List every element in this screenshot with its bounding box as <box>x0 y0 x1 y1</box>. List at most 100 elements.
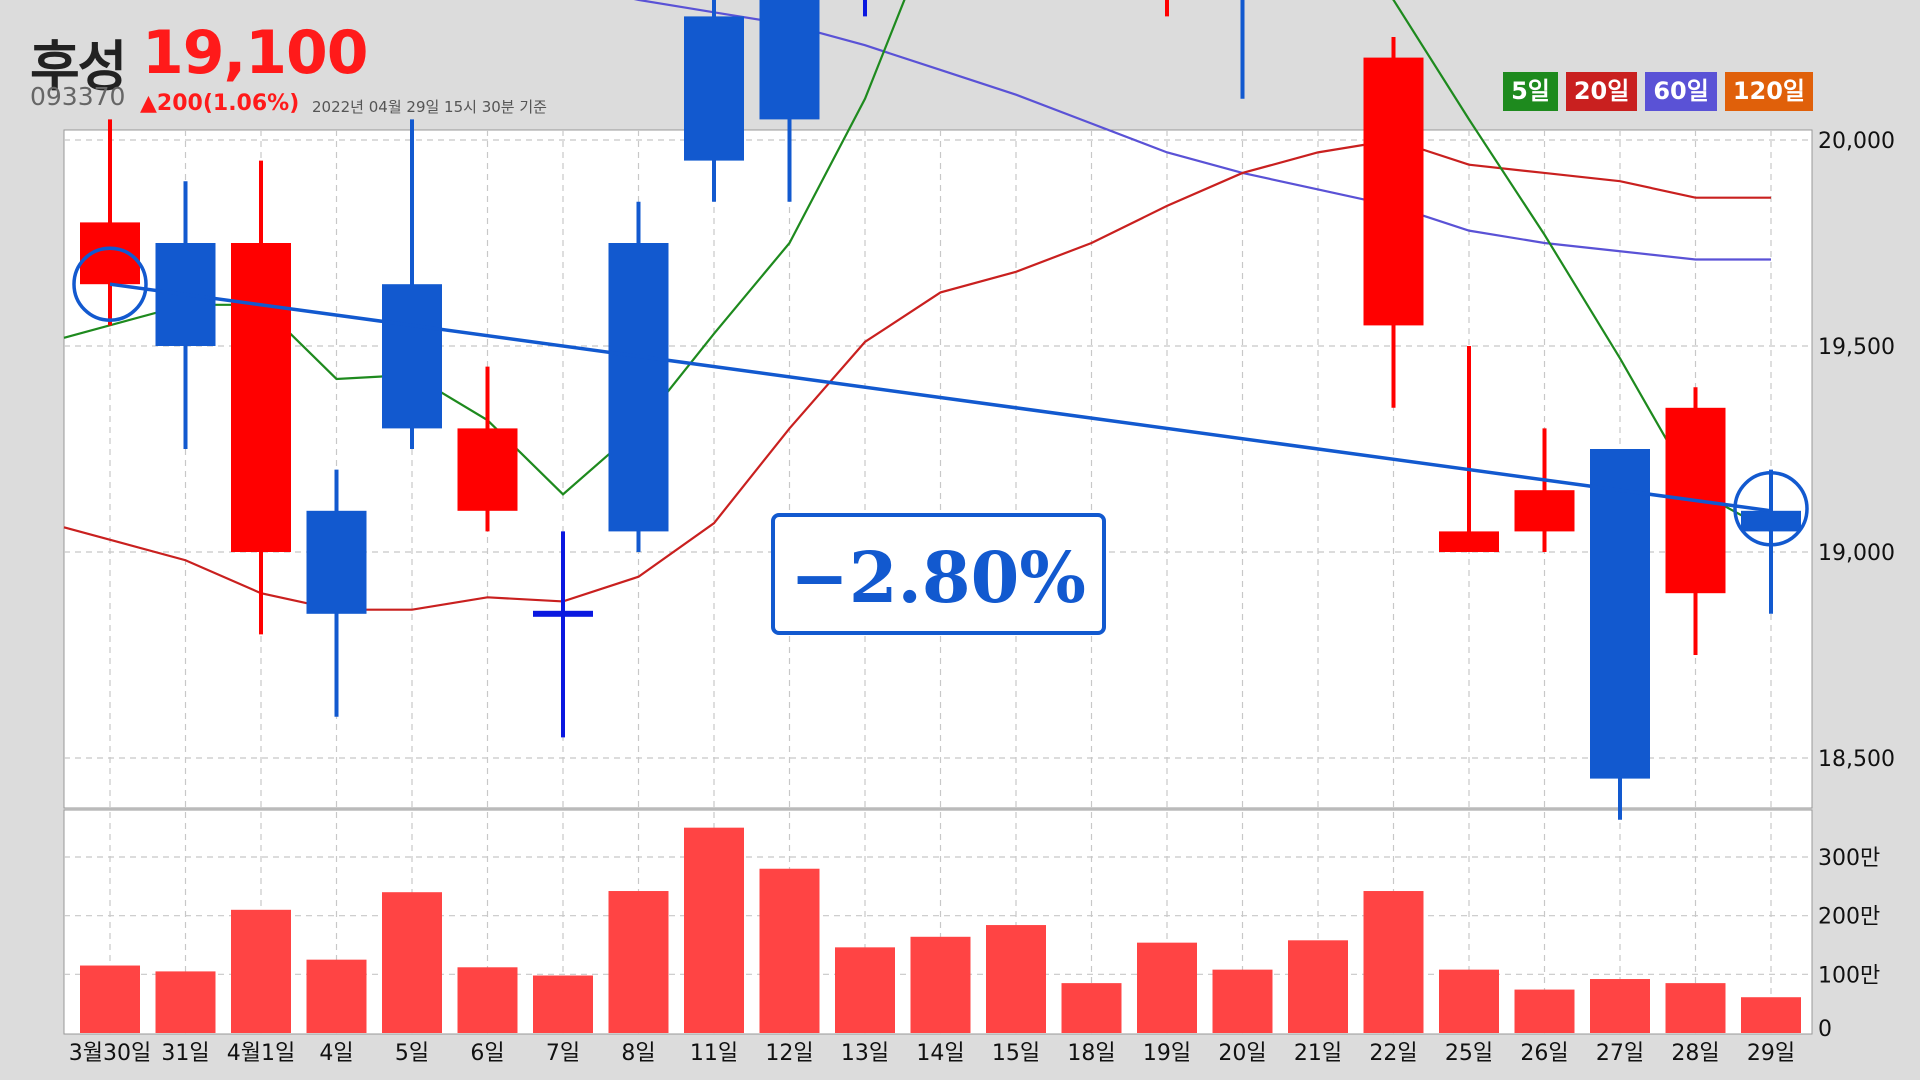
x-tick-label: 7일 <box>546 1041 580 1066</box>
volume-bar <box>910 936 971 1033</box>
candle[interactable] <box>1213 0 1273 99</box>
candle-body <box>608 243 669 532</box>
volume-bar <box>1137 942 1197 1033</box>
candle-body <box>457 428 518 511</box>
candle[interactable] <box>1363 37 1424 408</box>
x-tick-label: 31일 <box>161 1041 209 1066</box>
x-tick-label: 20일 <box>1218 1041 1266 1066</box>
volume-bar <box>608 891 669 1033</box>
candle-body <box>382 284 442 429</box>
timestamp: 2022년 04월 29일 15시 30분 기준 <box>312 98 547 116</box>
volume-bar <box>1439 969 1499 1033</box>
volume-bar <box>1363 891 1424 1033</box>
volume-bar <box>306 959 367 1033</box>
y-tick-label: 18,500 <box>1818 747 1895 772</box>
end-marker-circle <box>1733 471 1809 547</box>
volume-bar <box>231 909 291 1033</box>
candle-body <box>231 243 291 552</box>
legend-ma20[interactable]: 20일 <box>1565 72 1638 111</box>
volume-bar <box>457 967 518 1033</box>
stock-name: 후성 <box>30 35 127 98</box>
x-tick-label: 14일 <box>916 1041 964 1066</box>
candle-body <box>1741 510 1801 532</box>
price-change: ▲200(1.06%) <box>140 91 300 116</box>
start-marker-circle <box>72 246 148 322</box>
x-tick-label: 19일 <box>1143 1041 1191 1066</box>
volume-tick-label: 200만 <box>1818 905 1880 930</box>
candle[interactable] <box>759 0 820 202</box>
stock-code: 093370 <box>30 82 126 111</box>
y-tick-label: 19,500 <box>1818 335 1895 360</box>
candle[interactable] <box>1741 469 1801 614</box>
candle-body <box>306 510 367 614</box>
volume-tick-label: 0 <box>1818 1017 1832 1042</box>
candle-body <box>759 0 820 120</box>
change-annotation-box <box>771 513 1106 635</box>
candle[interactable] <box>1590 449 1650 820</box>
candle-body <box>1363 57 1424 326</box>
volume-bar <box>80 965 140 1033</box>
x-tick-label: 26일 <box>1520 1041 1568 1066</box>
y-tick-label: 19,000 <box>1818 541 1895 566</box>
candle-body <box>1590 449 1650 779</box>
ma60-line <box>633 0 1771 261</box>
x-tick-label: 8일 <box>621 1041 655 1066</box>
x-tick-label: 18일 <box>1067 1041 1115 1066</box>
trend-line <box>109 282 1772 513</box>
candle[interactable] <box>231 160 291 635</box>
x-tick-label: 3월30일 <box>69 1041 151 1066</box>
volume-tick-label: 300만 <box>1818 846 1880 871</box>
candle[interactable] <box>608 201 669 552</box>
x-tick-label: 27일 <box>1596 1041 1644 1066</box>
y-tick-label: 20,000 <box>1818 129 1895 154</box>
volume-bar <box>533 975 593 1033</box>
candle[interactable] <box>1514 428 1575 552</box>
candle[interactable] <box>533 531 593 738</box>
volume-bar <box>835 947 895 1033</box>
legend-ma5[interactable]: 5일 <box>1503 72 1558 111</box>
candle[interactable] <box>457 366 518 532</box>
candle[interactable] <box>306 469 367 717</box>
x-tick-label: 12일 <box>765 1041 813 1066</box>
x-tick-label: 29일 <box>1747 1041 1795 1066</box>
volume-bar <box>1665 983 1726 1033</box>
volume-bar <box>986 925 1046 1033</box>
x-tick-label: 5일 <box>395 1041 429 1066</box>
candle-body <box>684 16 744 161</box>
candle-body <box>1514 490 1575 532</box>
candle-body <box>533 610 593 617</box>
x-tick-label: 4일 <box>319 1041 353 1066</box>
volume-bar <box>1288 940 1348 1033</box>
x-tick-label: 4월1일 <box>227 1041 295 1066</box>
volume-bar <box>1212 969 1273 1033</box>
volume-bar <box>155 971 216 1033</box>
legend-ma120[interactable]: 120일 <box>1724 72 1813 111</box>
candle[interactable] <box>684 0 744 202</box>
x-tick-label: 11일 <box>690 1041 738 1066</box>
volume-bar <box>382 892 442 1033</box>
legend-ma60[interactable]: 60일 <box>1645 72 1717 111</box>
candle[interactable] <box>1439 346 1499 552</box>
ma-legend: 5일 20일 60일 120일 <box>1503 72 1813 111</box>
volume-bar <box>759 868 820 1033</box>
ma20-line <box>63 138 1771 611</box>
current-price: 19,100 <box>142 18 369 88</box>
volume-bar <box>1741 997 1801 1033</box>
x-tick-label: 28일 <box>1671 1041 1719 1066</box>
x-tick-label: 25일 <box>1445 1041 1493 1066</box>
volume-bar <box>1590 979 1650 1033</box>
x-tick-label: 15일 <box>992 1041 1040 1066</box>
volume-bar <box>1061 983 1122 1033</box>
x-tick-label: 21일 <box>1294 1041 1342 1066</box>
candle-body <box>1439 531 1499 552</box>
volume-bar <box>1514 989 1575 1033</box>
price-panel <box>63 129 1813 809</box>
candle[interactable] <box>1137 0 1197 17</box>
candle[interactable] <box>382 119 442 449</box>
change-annotation-text: −2.80% <box>790 536 1086 619</box>
volume-bar <box>684 827 744 1033</box>
volume-tick-label: 100만 <box>1818 963 1880 988</box>
candle[interactable] <box>835 0 895 17</box>
x-tick-label: 13일 <box>841 1041 889 1066</box>
